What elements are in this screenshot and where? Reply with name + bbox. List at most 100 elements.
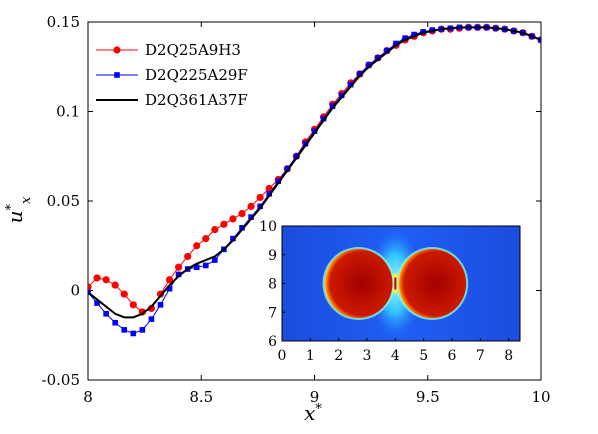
data-point (248, 214, 254, 220)
data-point (175, 271, 182, 278)
x-tick-label: 10 (531, 388, 550, 406)
svg-text:u*x: u*x (3, 196, 34, 223)
data-point (93, 274, 101, 282)
data-point (257, 203, 263, 210)
inset-heatmap: 0 1 2 3 4 5 6 7 8 6 7 8 9 10 (259, 219, 521, 364)
legend: D2Q25A9H3 D2Q225A29F D2Q361A37F (96, 41, 248, 109)
data-point (375, 55, 381, 61)
y-tick-label: 0.1 (56, 103, 80, 121)
data-point (112, 319, 118, 326)
legend-entry: D2Q25A9H3 (96, 41, 241, 59)
x-axis-label: x* (304, 401, 322, 425)
droplet-2 (398, 249, 467, 318)
legend-entry: D2Q225A29F (96, 66, 248, 84)
data-point (148, 316, 155, 322)
y-tick-label: -0.05 (42, 371, 80, 389)
y-tick-label: 0.05 (47, 192, 80, 210)
data-point (102, 276, 110, 284)
data-point (165, 276, 174, 284)
data-point (293, 153, 300, 160)
data-point (329, 103, 336, 109)
legend-marker (113, 46, 121, 54)
x-tick-label: 8 (83, 388, 93, 406)
data-point (139, 327, 146, 333)
data-point (129, 301, 137, 309)
data-point (202, 262, 209, 269)
data-point (88, 283, 92, 291)
data-point (338, 92, 345, 99)
inset-x-tick-label: 3 (363, 348, 372, 364)
inset-y-tick-label: 8 (268, 277, 277, 293)
data-point (229, 215, 237, 223)
data-point (347, 81, 354, 88)
data-point (121, 327, 128, 333)
data-point (193, 242, 201, 250)
legend-label: D2Q361A37F (145, 91, 248, 109)
inset-x-tick-label: 4 (391, 348, 400, 364)
inset-x-tick-label: 0 (278, 348, 287, 364)
inset-y-tick-label: 9 (268, 248, 277, 264)
inset-y-tick-label: 7 (268, 305, 277, 321)
data-point (238, 209, 246, 218)
data-point (265, 184, 273, 193)
data-point (384, 47, 390, 54)
y-tick-label: 0 (70, 282, 80, 300)
data-point (239, 225, 245, 231)
data-point (120, 290, 128, 298)
data-point (402, 35, 408, 41)
x-tick-label: 9 (310, 388, 320, 406)
data-point (393, 40, 399, 47)
data-point (202, 234, 210, 243)
inset-y-axis: 6 7 8 9 10 (259, 219, 285, 350)
legend-entry: D2Q361A37F (96, 91, 248, 109)
data-point (157, 302, 164, 308)
data-point (284, 165, 291, 172)
series-layer (88, 23, 541, 337)
data-point (184, 252, 192, 261)
data-point (247, 202, 255, 210)
data-point (320, 115, 327, 122)
data-point (256, 193, 264, 202)
data-point (220, 220, 228, 228)
y-axis: -0.05 0 0.05 0.1 0.15 (42, 13, 541, 389)
data-point (212, 257, 218, 263)
legend-label: D2Q225A29F (145, 66, 248, 84)
data-point (302, 140, 309, 147)
y-axis-label: u*x (3, 196, 34, 223)
x-axis: 8 8.5 9 9.5 10 (83, 22, 551, 406)
data-point (311, 128, 318, 134)
data-point (411, 31, 417, 38)
data-point (130, 330, 137, 337)
inset-x-tick-label: 6 (448, 348, 457, 364)
data-point (266, 191, 272, 197)
data-point (230, 235, 236, 242)
legend-marker (114, 72, 120, 78)
inset-x-tick-label: 2 (334, 348, 343, 364)
x-tick-label: 9.5 (416, 388, 440, 406)
data-point (103, 310, 109, 317)
inset-x-tick-label: 8 (504, 348, 513, 364)
series-d2q361a37f-line (88, 26, 541, 319)
data-point (275, 178, 282, 185)
data-point (193, 264, 200, 271)
inset-x-axis: 0 1 2 3 4 5 6 7 8 (278, 338, 513, 364)
inset-y-tick-label: 10 (259, 219, 277, 235)
data-point (366, 62, 372, 68)
inset-y-tick-label: 6 (268, 334, 277, 350)
x-tick-label: 8.5 (189, 388, 213, 406)
inset-x-tick-label: 5 (419, 348, 428, 364)
series-d2q361a37f (88, 26, 541, 319)
y-tick-label: 0.15 (47, 13, 80, 31)
data-point (357, 71, 363, 77)
data-point (175, 263, 183, 271)
data-point (94, 300, 100, 306)
data-point (111, 281, 119, 289)
droplet-1 (324, 249, 393, 318)
inset-x-tick-label: 7 (476, 348, 485, 364)
data-point (211, 226, 219, 234)
data-point (166, 285, 173, 292)
legend-label: D2Q25A9H3 (145, 41, 241, 59)
inset-x-tick-label: 1 (306, 348, 315, 364)
